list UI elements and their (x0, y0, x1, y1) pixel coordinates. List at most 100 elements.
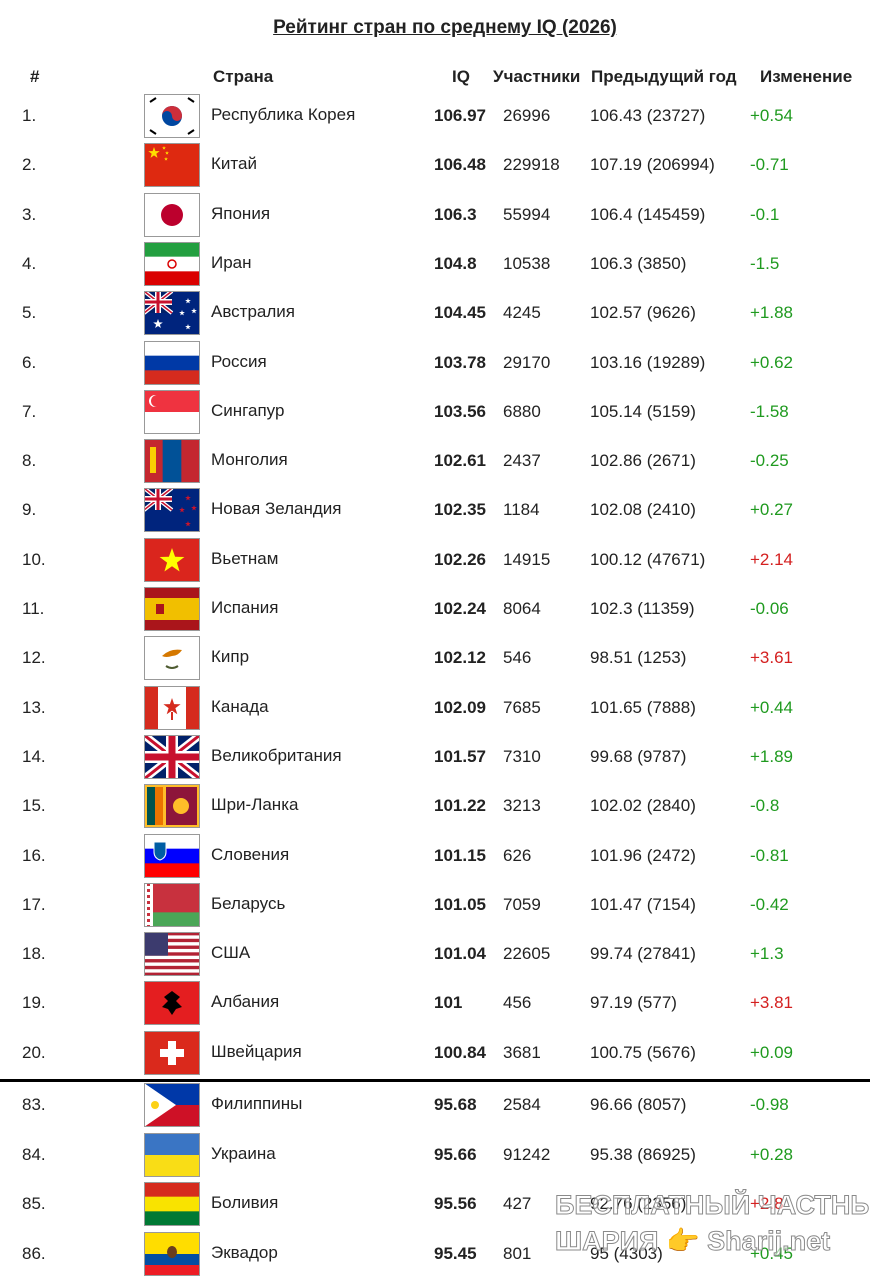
flag (144, 1083, 200, 1127)
participants: 7059 (503, 894, 541, 914)
flag (144, 192, 200, 237)
iq: 103.78 (434, 352, 486, 372)
previous-year: 101.65 (7888) (590, 697, 696, 717)
country: Китай (211, 154, 257, 174)
flag (144, 685, 200, 730)
country: Украина (211, 1143, 276, 1163)
iq: 106.97 (434, 106, 486, 125)
previous-year: 102.08 (2410) (590, 500, 696, 520)
change: -0.25 (750, 451, 789, 471)
previous-year: 106.3 (3850) (590, 253, 687, 273)
previous-year: 99.74 (27841) (590, 944, 696, 964)
column-header: IQ (452, 67, 470, 86)
rank: 7. (22, 401, 37, 421)
previous-year: 105.14 (5159) (590, 401, 696, 421)
country: Япония (211, 203, 271, 223)
change: +2.8 (750, 1194, 784, 1213)
country: США (211, 943, 251, 963)
country: Канада (211, 696, 269, 716)
watermark: БЕСПЛАТНЫЙ ЧАСТНЫЙ (554, 1190, 870, 1221)
change: +0.45 (750, 1243, 794, 1263)
separator (0, 1079, 870, 1082)
change: +2.14 (750, 549, 794, 569)
participants: 626 (503, 845, 532, 865)
change: -1.58 (750, 401, 789, 421)
iq: 95.45 (434, 1243, 477, 1263)
flag (144, 143, 200, 188)
participants: 2437 (503, 451, 541, 471)
change: -0.1 (750, 204, 780, 224)
country: Испания (211, 598, 279, 617)
iq: 102.35 (434, 500, 486, 520)
country: Шри-Ланка (211, 795, 299, 815)
previous-year: 97.19 (577) (590, 993, 677, 1013)
participants: 1184 (503, 500, 540, 520)
flag (144, 784, 200, 829)
rank: 85. (22, 1194, 46, 1213)
flag (144, 94, 200, 138)
change: -0.71 (750, 155, 789, 175)
iq: 102.61 (434, 451, 486, 471)
iq: 102.24 (434, 599, 486, 618)
change: +0.54 (750, 106, 794, 125)
flag (144, 833, 200, 878)
iq: 95.68 (434, 1095, 477, 1114)
previous-year: 106.4 (145459) (590, 204, 706, 224)
country: Словения (211, 844, 290, 864)
flag (144, 981, 200, 1026)
iq: 104.8 (434, 253, 477, 273)
previous-year: 96.66 (8057) (590, 1095, 687, 1114)
previous-year: 92.76 (2356) (590, 1194, 687, 1213)
rank: 4. (22, 253, 37, 273)
participants: 14915 (503, 549, 551, 569)
rank: 10. (22, 549, 46, 569)
change: +3.61 (750, 648, 794, 668)
country: Великобритания (211, 745, 342, 765)
participants: 229918 (503, 155, 560, 175)
iq: 101.05 (434, 894, 486, 914)
participants: 91242 (503, 1144, 551, 1164)
country: Филиппины (211, 1094, 303, 1113)
column-header: Изменение (760, 67, 853, 86)
previous-year: 102.86 (2671) (590, 451, 696, 471)
rank: 18. (22, 944, 46, 964)
participants: 6880 (503, 401, 541, 421)
country: Вьетнам (211, 548, 279, 568)
participants: 8064 (503, 599, 541, 618)
change: +1.89 (750, 746, 794, 766)
rank: 6. (22, 352, 37, 372)
previous-year: 95.38 (86925) (590, 1144, 696, 1164)
participants: 4245 (503, 303, 541, 323)
previous-year: 100.75 (5676) (590, 1042, 696, 1062)
country: Кипр (211, 647, 250, 667)
column-header: Участники (493, 67, 581, 86)
participants: 7310 (503, 746, 541, 766)
change: -1.5 (750, 253, 780, 273)
rank: 8. (22, 451, 37, 471)
previous-year: 106.43 (23727) (590, 106, 706, 125)
previous-year: 100.12 (47671) (590, 549, 706, 569)
iq: 106.48 (434, 155, 486, 175)
participants: 10538 (503, 253, 551, 273)
flag (144, 932, 200, 977)
change: +0.28 (750, 1144, 794, 1164)
rank: 83. (22, 1095, 46, 1114)
iq: 101.15 (434, 845, 486, 865)
rank: 13. (22, 697, 46, 717)
previous-year: 101.47 (7154) (590, 894, 696, 914)
previous-year: 102.02 (2840) (590, 796, 696, 816)
country: Боливия (211, 1193, 279, 1212)
participants: 3681 (503, 1042, 541, 1062)
flag (144, 439, 200, 484)
rank: 20. (22, 1042, 46, 1062)
change: +1.3 (750, 944, 784, 964)
iq: 101 (434, 993, 463, 1013)
watermark: ШАРИЯ 👉 Sharij.net (554, 1226, 831, 1257)
previous-year: 103.16 (19289) (590, 352, 706, 372)
country: Беларусь (211, 893, 286, 913)
country: Республика Корея (211, 105, 356, 124)
flag (144, 1132, 200, 1177)
iq: 103.56 (434, 401, 486, 421)
country: Иран (211, 252, 252, 272)
flag (144, 389, 200, 434)
